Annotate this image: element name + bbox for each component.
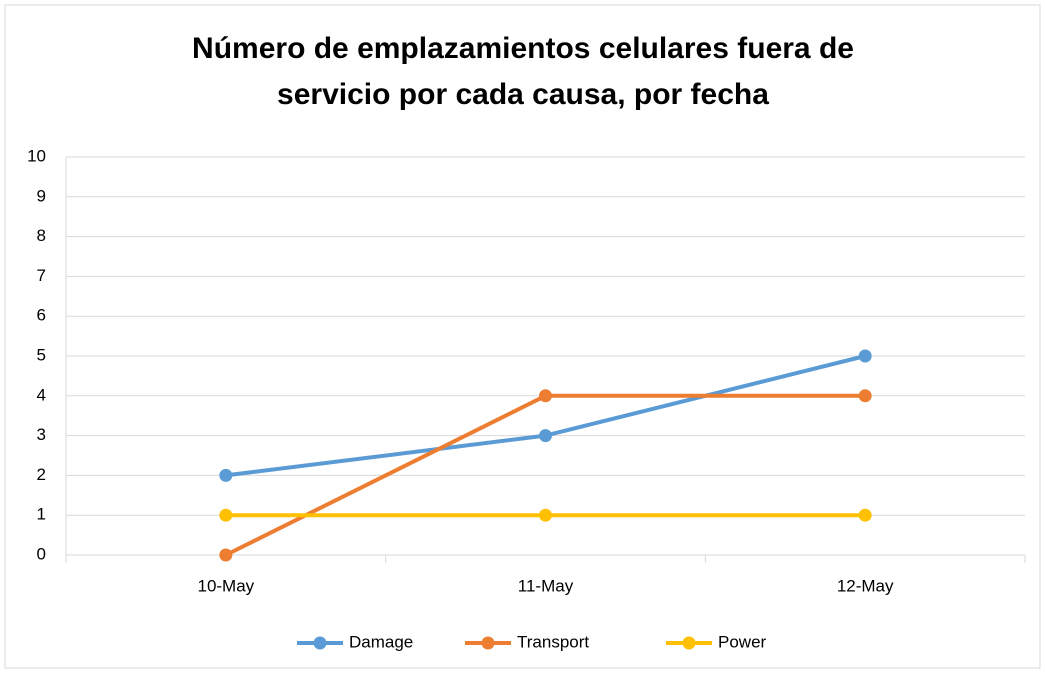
y-tick-label: 8 bbox=[37, 226, 46, 245]
data-point bbox=[219, 508, 233, 522]
legend-label: Damage bbox=[349, 632, 413, 651]
legend-marker bbox=[481, 636, 495, 650]
legend-label: Power bbox=[718, 632, 767, 651]
data-point bbox=[858, 389, 872, 403]
x-tick-label: 11-May bbox=[518, 576, 574, 595]
y-tick-label: 3 bbox=[37, 425, 46, 444]
y-tick-label: 9 bbox=[37, 186, 46, 205]
y-tick-label: 4 bbox=[37, 385, 46, 404]
data-point bbox=[858, 349, 872, 363]
y-tick-label: 6 bbox=[37, 306, 46, 325]
data-point bbox=[858, 508, 872, 522]
legend-marker bbox=[313, 636, 327, 650]
y-tick-label: 0 bbox=[37, 544, 46, 563]
data-point bbox=[539, 389, 552, 403]
data-point bbox=[219, 468, 233, 482]
y-tick-label: 5 bbox=[37, 345, 46, 364]
chart-border bbox=[4, 4, 1041, 669]
y-tick-label: 1 bbox=[37, 505, 46, 524]
y-tick-label: 2 bbox=[37, 465, 46, 484]
chart-title: Número de emplazamientos celulares fuera… bbox=[192, 32, 854, 111]
y-tick-label: 7 bbox=[37, 266, 46, 285]
legend-label: Transport bbox=[517, 632, 589, 651]
data-point bbox=[539, 429, 552, 443]
legend-marker bbox=[682, 636, 696, 650]
data-point bbox=[539, 508, 552, 522]
x-tick-label: 12-May bbox=[837, 576, 894, 595]
y-tick-label: 10 bbox=[27, 146, 46, 165]
x-tick-label: 10-May bbox=[197, 576, 254, 595]
data-point bbox=[219, 548, 233, 562]
